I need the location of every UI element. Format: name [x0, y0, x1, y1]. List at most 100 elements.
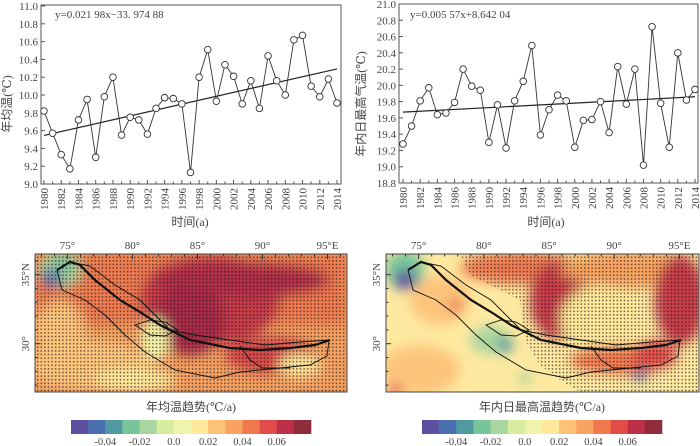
- colorbar-tick-label: -0.04: [94, 437, 117, 446]
- colorbar-swatch: [610, 420, 629, 434]
- data-point: [40, 107, 48, 115]
- map-frame: [385, 253, 700, 393]
- data-point: [324, 75, 333, 83]
- colorbar-tick-label: 0.04: [584, 437, 603, 446]
- data-point: [126, 113, 134, 121]
- x-tick-label: 1994: [160, 188, 172, 211]
- y-tick-label: 19.2: [377, 145, 396, 157]
- x-tick-label: 1992: [501, 187, 513, 209]
- data-point: [648, 23, 656, 31]
- data-point: [467, 82, 476, 90]
- y-axis-ticks: 9.0 9.2 9.4 9.6 9.8 10.0 10.2 10.4 10.6 10.8 11.0: [19, 1, 45, 191]
- data-point: [117, 131, 126, 139]
- y-tick-label: 19.8: [377, 97, 397, 109]
- data-point: [425, 84, 433, 92]
- colorbar-swatch: [542, 420, 560, 434]
- colorbar-tick-label: 0.0: [167, 437, 180, 446]
- x-tick-label: 1986: [450, 187, 462, 210]
- x-tick-label: 1982: [56, 188, 68, 210]
- data-point: [433, 110, 442, 119]
- data-point: [571, 143, 579, 151]
- colorbar-swatch: [156, 420, 175, 434]
- significance-stippling: [35, 254, 347, 392]
- significance-stippling: [460, 254, 699, 392]
- data-point: [238, 100, 246, 108]
- data-point: [66, 165, 74, 173]
- x-tick-label: 1984: [432, 187, 444, 210]
- colorbar-swatch: [276, 420, 295, 434]
- data-point: [316, 93, 324, 101]
- lon-tick-label: 75°: [60, 240, 75, 252]
- annual-mean-temp-chart: 9.09.29.49.69.810.010.210.410.610.811.0 …: [0, 1, 344, 229]
- x-axis-label: 时间(a): [527, 215, 564, 229]
- colorbar-tick-label: -0.02: [129, 437, 151, 446]
- x-tick-label: 2008: [638, 187, 650, 210]
- colorbar-swatch: [88, 420, 106, 434]
- colorbar-swatch: [422, 420, 440, 434]
- map-title: 年均温趋势(℃/a): [146, 400, 236, 414]
- x-tick-label: 2014: [690, 187, 700, 210]
- x-tick-label: 2006: [263, 188, 275, 211]
- data-point: [186, 168, 195, 177]
- data-point: [674, 49, 682, 57]
- lon-tick-label: 85°: [190, 240, 205, 252]
- y-tick-label: 21.0: [377, 0, 397, 11]
- x-tick-label: 2010: [656, 187, 668, 210]
- x-tick-label: 2000: [570, 187, 582, 210]
- colorbar-left: -0.04 -0.02 0.0 0.02 0.04 0.06: [71, 420, 312, 446]
- data-points: [40, 31, 341, 177]
- data-point: [298, 31, 307, 40]
- plot-frame: [398, 3, 699, 184]
- x-axis-ticks: 1980 1982 1984 1986 1988 1990 1992 1994 1996 1998…: [39, 180, 344, 210]
- data-point: [519, 77, 527, 86]
- map-axes: 75° 80° 85° 90° 95°E 35°N 30°: [371, 240, 693, 386]
- colorbar-tick-label: -0.04: [445, 437, 468, 446]
- x-tick-label: 2014: [332, 188, 344, 211]
- x-tick-label: 2004: [246, 188, 258, 211]
- colorbar-tick-label: 0.04: [233, 437, 252, 446]
- data-point: [74, 116, 83, 124]
- lon-tick-label: 85°: [541, 240, 556, 252]
- data-point: [91, 153, 100, 162]
- colorbar-swatch: [473, 420, 491, 434]
- lon-tick-label: 80°: [476, 240, 491, 252]
- data-point: [536, 131, 545, 139]
- y-tick-label: 19.6: [377, 113, 397, 125]
- lat-tick-label: 35°N: [371, 263, 383, 286]
- data-point: [579, 116, 588, 125]
- data-point: [160, 93, 169, 102]
- annual-mean-trend-map: 75° 80° 85° 90° 95°E 35°N 30° 年均温趋势(℃/a): [20, 240, 348, 414]
- x-tick-label: 2002: [229, 188, 241, 210]
- colorbar-swatch: [576, 420, 594, 434]
- lon-tick-label: 95°E: [668, 240, 690, 252]
- colorbar-swatch: [490, 420, 509, 434]
- y-tick-label: 19.0: [377, 162, 397, 174]
- x-tick-label: 1980: [39, 188, 51, 211]
- colorbar-right: -0.04 -0.02 0.0 0.02 0.04 0.06: [422, 420, 663, 446]
- x-tick-label: 1996: [535, 187, 547, 210]
- data-point: [290, 36, 298, 44]
- data-point: [476, 86, 485, 94]
- data-point: [48, 129, 57, 138]
- lon-tick-label: 90°: [607, 240, 622, 252]
- colorbar-swatch: [191, 420, 209, 434]
- y-tick-label: 19.4: [377, 129, 397, 141]
- data-point: [493, 101, 502, 109]
- x-tick-label: 2006: [621, 187, 633, 210]
- data-point: [528, 41, 536, 50]
- data-point: [545, 106, 553, 114]
- colorbar-tick-label: 0.02: [550, 437, 568, 446]
- colorbar-tick-label: 0.06: [268, 437, 286, 446]
- data-point: [281, 91, 290, 99]
- x-tick-label: 1998: [194, 188, 206, 211]
- x-tick-label: 1996: [177, 188, 189, 211]
- x-tick-label: 1994: [518, 187, 530, 210]
- trend-line: [43, 68, 338, 137]
- x-tick-label: 1988: [467, 187, 479, 210]
- x-tick-label: 1986: [91, 188, 103, 211]
- data-point: [100, 93, 109, 101]
- colorbar-swatch: [122, 420, 140, 434]
- data-point: [109, 73, 117, 81]
- data-point: [510, 97, 519, 105]
- data-point: [588, 115, 596, 124]
